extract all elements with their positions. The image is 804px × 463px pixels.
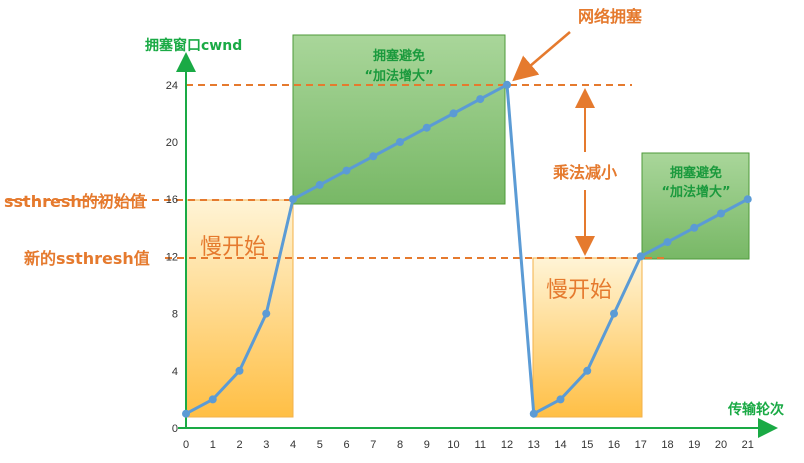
cwnd-point — [503, 80, 511, 89]
x-tick-label: 18 — [661, 439, 673, 451]
cwnd-point — [556, 395, 565, 404]
multiplicative-decrease-label: 乘法减小 — [552, 163, 617, 182]
congestion-avoidance-region-2 — [641, 152, 750, 260]
cwnd-point — [476, 95, 485, 104]
x-tick-label: 17 — [635, 439, 647, 451]
x-tick-label: 11 — [475, 439, 486, 451]
cwnd-point — [182, 409, 190, 418]
x-tick-label: 1 — [210, 439, 216, 451]
y-tick-label: 0 — [172, 423, 178, 435]
cwnd-series — [182, 80, 752, 418]
cwnd-line — [185, 83, 749, 416]
network-congestion-arrow — [512, 31, 571, 82]
slow-start-region-2 — [532, 257, 643, 418]
ssthresh-initial-label: ssthresh的初始值 — [4, 192, 146, 211]
axis-ticks: 0 1 2 3 4 5 6 7 8 9 10 11 12 13 14 15 16 17 18 19 20 21048121… — [166, 80, 754, 451]
y-tick-label: 20 — [166, 137, 178, 149]
y-axis-title: 拥塞窗口cwnd — [145, 37, 242, 54]
ssthresh-new-label: 新的ssthresh值 — [24, 249, 150, 268]
cwnd-point — [636, 252, 645, 261]
cwnd-point — [717, 209, 725, 218]
cwnd-point — [690, 223, 699, 232]
congestion-avoidance-label-1a: 拥塞避免 — [373, 48, 425, 64]
x-axis-title: 传输轮次 — [727, 401, 784, 418]
y-tick-label: 16 — [166, 194, 178, 206]
cwnd-point — [583, 366, 592, 375]
slow-start-label-2: 慢开始 — [546, 278, 612, 303]
cwnd-point — [315, 180, 324, 189]
x-tick-label: 19 — [688, 439, 700, 451]
x-tick-label: 4 — [290, 439, 296, 451]
x-tick-label: 6 — [343, 439, 349, 451]
cwnd-point — [235, 366, 244, 375]
cwnd-point — [369, 152, 378, 161]
x-tick-label: 20 — [715, 439, 727, 451]
x-tick-label: 13 — [528, 439, 540, 451]
cwnd-point — [449, 109, 458, 118]
x-tick-label: 5 — [317, 439, 323, 451]
network-congestion-label: 网络拥塞 — [578, 7, 643, 26]
y-tick-label: 12 — [166, 251, 178, 263]
slow-start-region-1 — [185, 199, 294, 418]
x-tick-label: 3 — [263, 439, 269, 451]
x-tick-label: 14 — [554, 439, 566, 451]
x-tick-label: 2 — [236, 439, 242, 451]
cwnd-point — [262, 309, 271, 318]
congestion-avoidance-region-1 — [292, 34, 506, 205]
congestion-avoidance-label-1b: “加法增大” — [364, 68, 433, 84]
x-tick-label: 12 — [501, 439, 513, 451]
cwnd-point — [342, 166, 351, 175]
y-tick-label: 4 — [172, 366, 178, 378]
cwnd-point — [289, 195, 297, 204]
cwnd-point — [396, 138, 404, 146]
cwnd-point — [422, 123, 431, 132]
x-tick-label: 9 — [424, 439, 430, 451]
x-tick-label: 8 — [397, 439, 403, 451]
congestion-avoidance-label-2b: “加法增大” — [661, 184, 730, 200]
cwnd-point — [663, 238, 672, 247]
x-tick-label: 16 — [608, 439, 620, 451]
x-tick-label: 10 — [447, 439, 459, 451]
y-tick-label: 24 — [166, 80, 178, 92]
congestion-avoidance-label-2a: 拥塞避免 — [670, 165, 722, 181]
cwnd-point — [610, 309, 618, 318]
x-tick-label: 0 — [183, 439, 189, 451]
slow-start-label-1: 慢开始 — [200, 235, 266, 260]
x-tick-label: 15 — [581, 439, 593, 451]
x-tick-label: 21 — [742, 439, 754, 451]
cwnd-point — [208, 395, 217, 404]
cwnd-point — [743, 195, 752, 204]
y-tick-label: 8 — [172, 309, 178, 321]
x-tick-label: 7 — [370, 439, 376, 451]
cwnd-point — [529, 409, 538, 418]
